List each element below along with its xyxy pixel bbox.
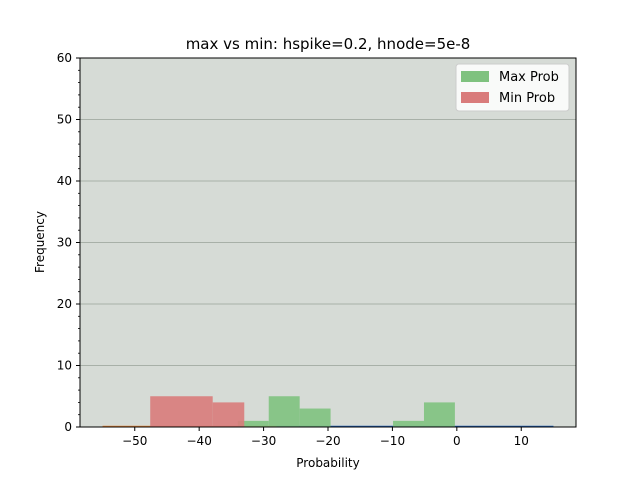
y-tick-label: 20 <box>57 297 72 311</box>
grid-lines <box>80 119 576 366</box>
y-axis-ticks: 0 10 20 30 40 50 60 <box>57 51 80 434</box>
x-tick-label: −40 <box>187 434 212 448</box>
legend-swatch <box>461 71 489 82</box>
histogram-bars <box>150 396 455 427</box>
chart-title: max vs min: hspike=0.2, hnode=5e-8 <box>186 35 471 53</box>
histogram-bar <box>393 420 424 427</box>
x-tick-label: −20 <box>315 434 340 448</box>
y-tick-label: 30 <box>57 236 72 250</box>
legend-swatch <box>461 92 489 103</box>
histogram-bar <box>150 396 213 427</box>
x-tick-label: 0 <box>453 434 461 448</box>
y-axis-label: Frequency <box>33 211 47 273</box>
x-tick-label: −10 <box>380 434 405 448</box>
histogram-bar <box>237 420 269 427</box>
legend-label: Max Prob <box>499 70 559 85</box>
legend-label: Min Prob <box>499 91 555 106</box>
legend: Max Prob Min Prob <box>455 63 570 112</box>
histogram-bar <box>299 408 331 427</box>
y-tick-label: 60 <box>57 51 72 65</box>
y-tick-label: 50 <box>57 113 72 127</box>
histogram-bar <box>423 402 455 427</box>
y-tick-label: 0 <box>64 420 72 434</box>
y-tick-label: 10 <box>57 359 72 373</box>
x-axis-ticks: −50 −40 −30 −20 −10 0 10 <box>122 427 529 448</box>
x-tick-label: −50 <box>122 434 147 448</box>
x-tick-label: 10 <box>514 434 529 448</box>
histogram-bar <box>268 396 300 427</box>
x-tick-label: −30 <box>251 434 276 448</box>
histogram-bar <box>212 402 245 427</box>
x-axis-label: Probability <box>296 456 359 470</box>
y-tick-label: 40 <box>57 174 72 188</box>
